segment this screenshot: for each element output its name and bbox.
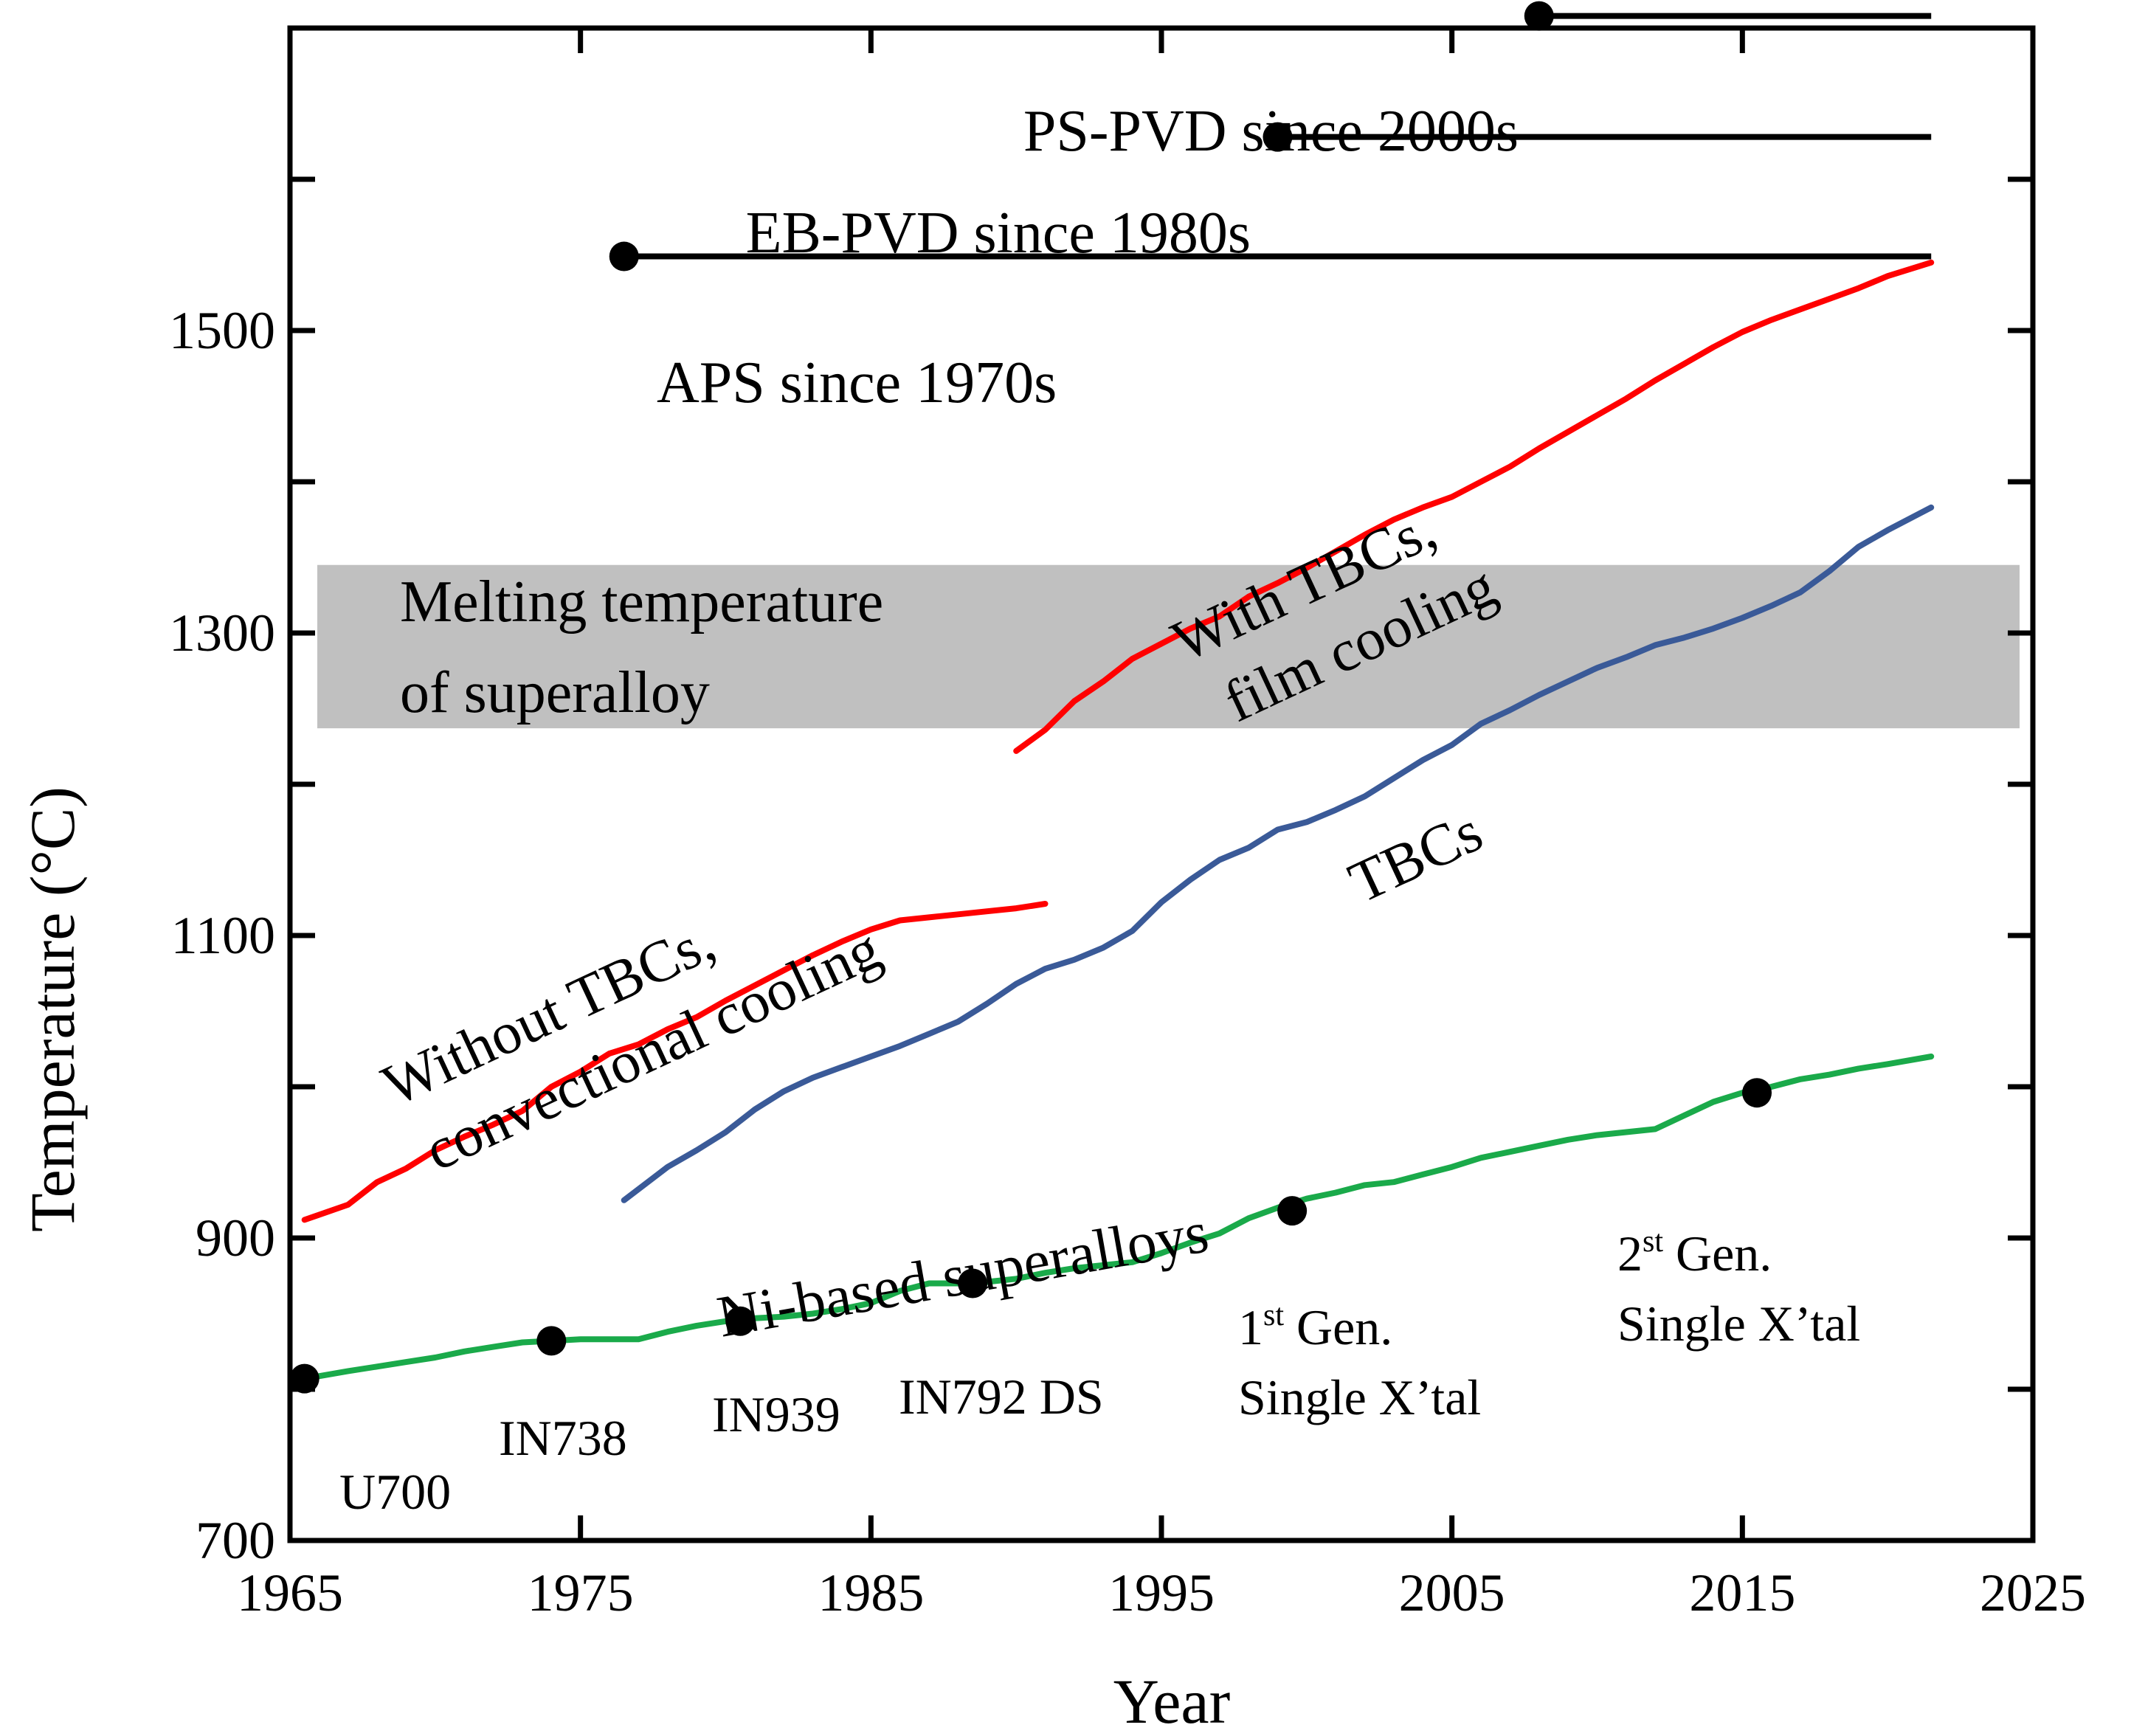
y-axis-title: Temperature (°C) <box>17 786 88 1232</box>
x-tick-label: 1975 <box>528 1563 634 1622</box>
ni-based-label: Ni-based superalloys <box>713 1200 1213 1350</box>
gen1-label-line2: Single X’tal <box>1238 1369 1481 1425</box>
x-tick-label: 2005 <box>1399 1563 1505 1622</box>
milestone-label-in792ds: IN792 DS <box>899 1369 1104 1425</box>
y-tick-label: 1500 <box>169 301 275 360</box>
milestone-dot <box>958 1268 988 1298</box>
y-tick-label: 900 <box>196 1208 275 1268</box>
milestone-dot <box>1742 1078 1772 1108</box>
series-layer <box>301 259 1935 1382</box>
y-tick-label: 1100 <box>171 906 275 965</box>
series-line-film <box>1013 259 1935 754</box>
x-tick-label: 2015 <box>1689 1563 1795 1622</box>
melting-label-line1: Melting temperature <box>400 570 883 634</box>
milestone-label-in738: IN738 <box>499 1410 627 1466</box>
y-tick-label: 1300 <box>169 604 275 663</box>
gen1-label-line1: 1st Gen. <box>1238 1298 1392 1355</box>
series-line-without <box>301 901 1049 1223</box>
process-start-dot-aps <box>609 241 639 272</box>
gen2-label-line1: 2st Gen. <box>1617 1225 1772 1282</box>
series-line-ni <box>301 1054 1935 1382</box>
y-tick-label: 700 <box>196 1511 275 1570</box>
x-tick-label: 1995 <box>1108 1563 1215 1622</box>
eb-pvd-label: EB-PVD since 1980s <box>746 201 1251 266</box>
x-tick-label: 1985 <box>818 1563 924 1622</box>
process-lines <box>609 1 1932 272</box>
milestone-label-u700: U700 <box>339 1464 451 1520</box>
process-start-dot-psvd <box>1524 1 1554 31</box>
axis-ticks: 1965 1975 1985 1995 2005 2015 2025 700 900 1100 13… <box>169 25 2086 1622</box>
melting-temperature-band <box>317 564 2020 729</box>
process-start-dot-ebpvd <box>1263 122 1293 152</box>
aps-label: APS since 1970s <box>657 350 1057 415</box>
series-line-tbc <box>621 504 1935 1203</box>
gen2-label-line2: Single X’tal <box>1617 1296 1860 1352</box>
milestone-dot <box>1277 1196 1308 1226</box>
milestone-dot <box>289 1363 320 1394</box>
x-tick-label: 1965 <box>237 1563 343 1622</box>
tbcs-label: TBCs <box>1339 799 1491 916</box>
melting-label-line2: of superalloy <box>400 660 710 725</box>
milestone-markers <box>289 1078 1772 1394</box>
milestone-dot <box>725 1306 756 1336</box>
milestone-dot <box>536 1326 567 1356</box>
ps-pvd-label: PS-PVD since 2000s <box>1023 99 1519 164</box>
milestone-label-in939: IN939 <box>712 1386 840 1442</box>
x-axis-title: Year <box>1113 1666 1230 1736</box>
x-tick-label: 2025 <box>1980 1563 2086 1622</box>
